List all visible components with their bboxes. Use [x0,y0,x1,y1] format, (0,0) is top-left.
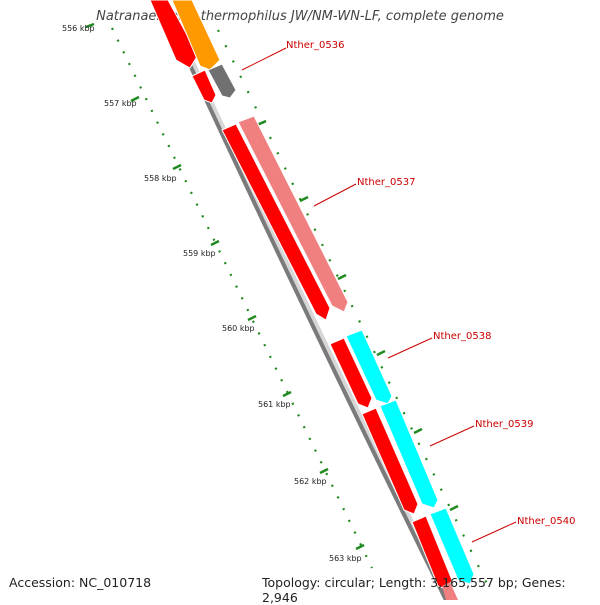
feature-cyan-0540[interactable] [429,507,475,585]
gene-label-nther-0537[interactable]: Nther_0537 [357,177,415,188]
tick-label: 559 kbp [183,249,216,258]
feature-cds-0538[interactable] [329,337,373,409]
gene-label-nther-0539[interactable]: Nther_0539 [475,419,533,430]
label-leaders [241,47,517,543]
feature-pink-0537[interactable] [237,115,349,313]
feature-gray-0536[interactable] [207,63,237,99]
feature-cds-0535[interactable] [149,0,199,69]
genome-summary-text: Topology: circular; Length: 3,165,557 bp… [262,575,566,605]
gene-label-nther-0540[interactable]: Nther_0540 [517,516,575,527]
feature-pink-0541[interactable] [442,582,458,600]
feature-cds-0537[interactable] [221,123,331,321]
feature-orange-0535[interactable] [171,0,221,71]
tick-label: 561 kbp [258,400,291,409]
outer-tick-ring [217,29,491,591]
tick-label: 562 kbp [294,477,327,486]
inner-tick-ring [111,27,373,569]
feature-cds-0539[interactable] [361,407,419,515]
gene-label-nther-0538[interactable]: Nther_0538 [433,331,491,342]
feature-cds-0536[interactable] [191,69,217,104]
accession-text: Accession: NC_010718 [9,575,152,590]
tick-label: 560 kbp [222,324,255,333]
tick-label: 563 kbp [329,554,362,563]
tick-label: 556 kbp [62,24,95,33]
feature-cyan-0539[interactable] [379,399,439,509]
feature-cyan-0538[interactable] [345,329,393,405]
gene-label-nther-0536[interactable]: Nther_0536 [286,40,344,51]
tick-label: 557 kbp [104,99,137,108]
tick-label: 558 kbp [144,174,177,183]
